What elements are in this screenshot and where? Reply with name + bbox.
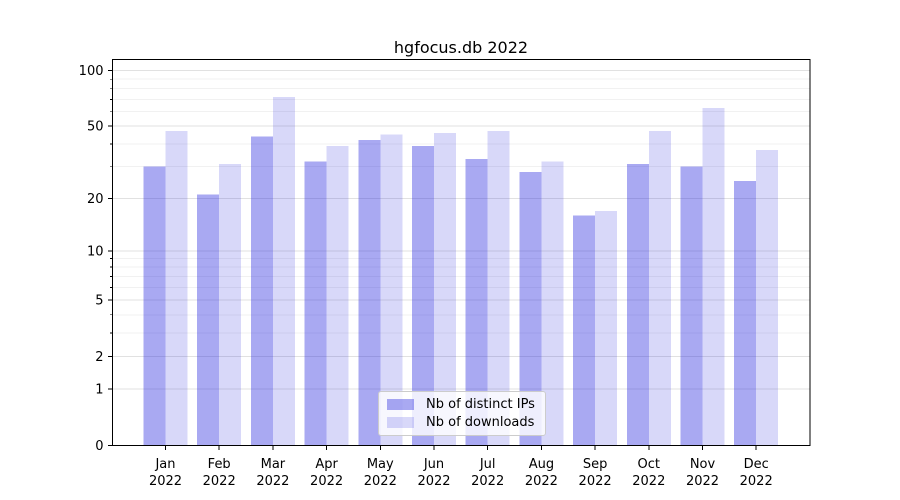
legend-item-distinct-ips: Nb of distinct IPs [379,397,545,412]
bar-nov-downloads [702,107,725,446]
bar-apr-distinct-ips [304,161,327,446]
x-tick-label-oct: Oct 2022 [632,457,665,489]
bar-mar-distinct-ips [250,136,273,446]
axes-border [112,59,811,446]
bar-oct-downloads [648,131,671,446]
bar-jul-downloads [487,131,510,446]
x-tick-label-dec: Dec 2022 [740,457,773,489]
bar-jan-distinct-ips [143,166,166,446]
bar-jan-downloads [165,131,188,446]
y-tick-label: 50 [87,120,104,135]
y-tick-label: 1 [95,383,103,398]
bar-oct-distinct-ips [626,164,649,446]
bar-jun-distinct-ips [412,145,434,446]
y-tick-label: 10 [87,244,104,259]
x-tick-label-mar: Mar 2022 [256,457,289,489]
bar-feb-downloads [219,164,242,446]
legend-swatch-downloads [387,417,414,428]
bar-mar-downloads [272,97,295,446]
x-tick-label-jul: Jul 2022 [471,457,504,489]
bar-jul-distinct-ips [465,159,488,446]
legend-swatch-distinct-ips [387,399,414,410]
y-tick-label: 2 [95,350,103,365]
bar-jun-downloads [434,132,456,446]
bar-sep-distinct-ips [573,215,596,446]
bar-sep-downloads [595,210,618,446]
bar-may-downloads [380,134,403,446]
x-tick-label-jun: Jun 2022 [417,457,450,489]
x-tick-label-may: May 2022 [364,457,397,489]
x-tick-label-sep: Sep 2022 [579,457,612,489]
bar-aug-downloads [541,161,564,446]
bar-aug-distinct-ips [519,172,542,446]
legend-item-downloads: Nb of downloads [379,415,545,430]
x-tick-label-nov: Nov 2022 [686,457,719,489]
x-tick-label-aug: Aug 2022 [525,457,558,489]
legend-label-downloads: Nb of downloads [426,415,535,430]
bar-may-distinct-ips [358,140,381,446]
bar-nov-distinct-ips [680,166,703,446]
x-tick-label-jan: Jan 2022 [149,457,182,489]
legend: Nb of distinct IPs Nb of downloads [378,391,546,436]
y-tick-label: 100 [79,64,104,79]
y-tick-label: 5 [95,294,103,309]
y-tick-label: 20 [87,192,104,207]
bar-feb-distinct-ips [197,194,220,446]
chart-title: hgfocus.db 2022 [393,38,529,57]
bar-apr-downloads [326,145,349,446]
y-tick-label: 0 [95,439,103,454]
x-tick-label-apr: Apr 2022 [310,457,343,489]
legend-label-distinct-ips: Nb of distinct IPs [426,397,535,412]
x-tick-label-feb: Feb 2022 [203,457,236,489]
bar-dec-downloads [756,150,779,446]
bar-dec-distinct-ips [734,180,757,446]
